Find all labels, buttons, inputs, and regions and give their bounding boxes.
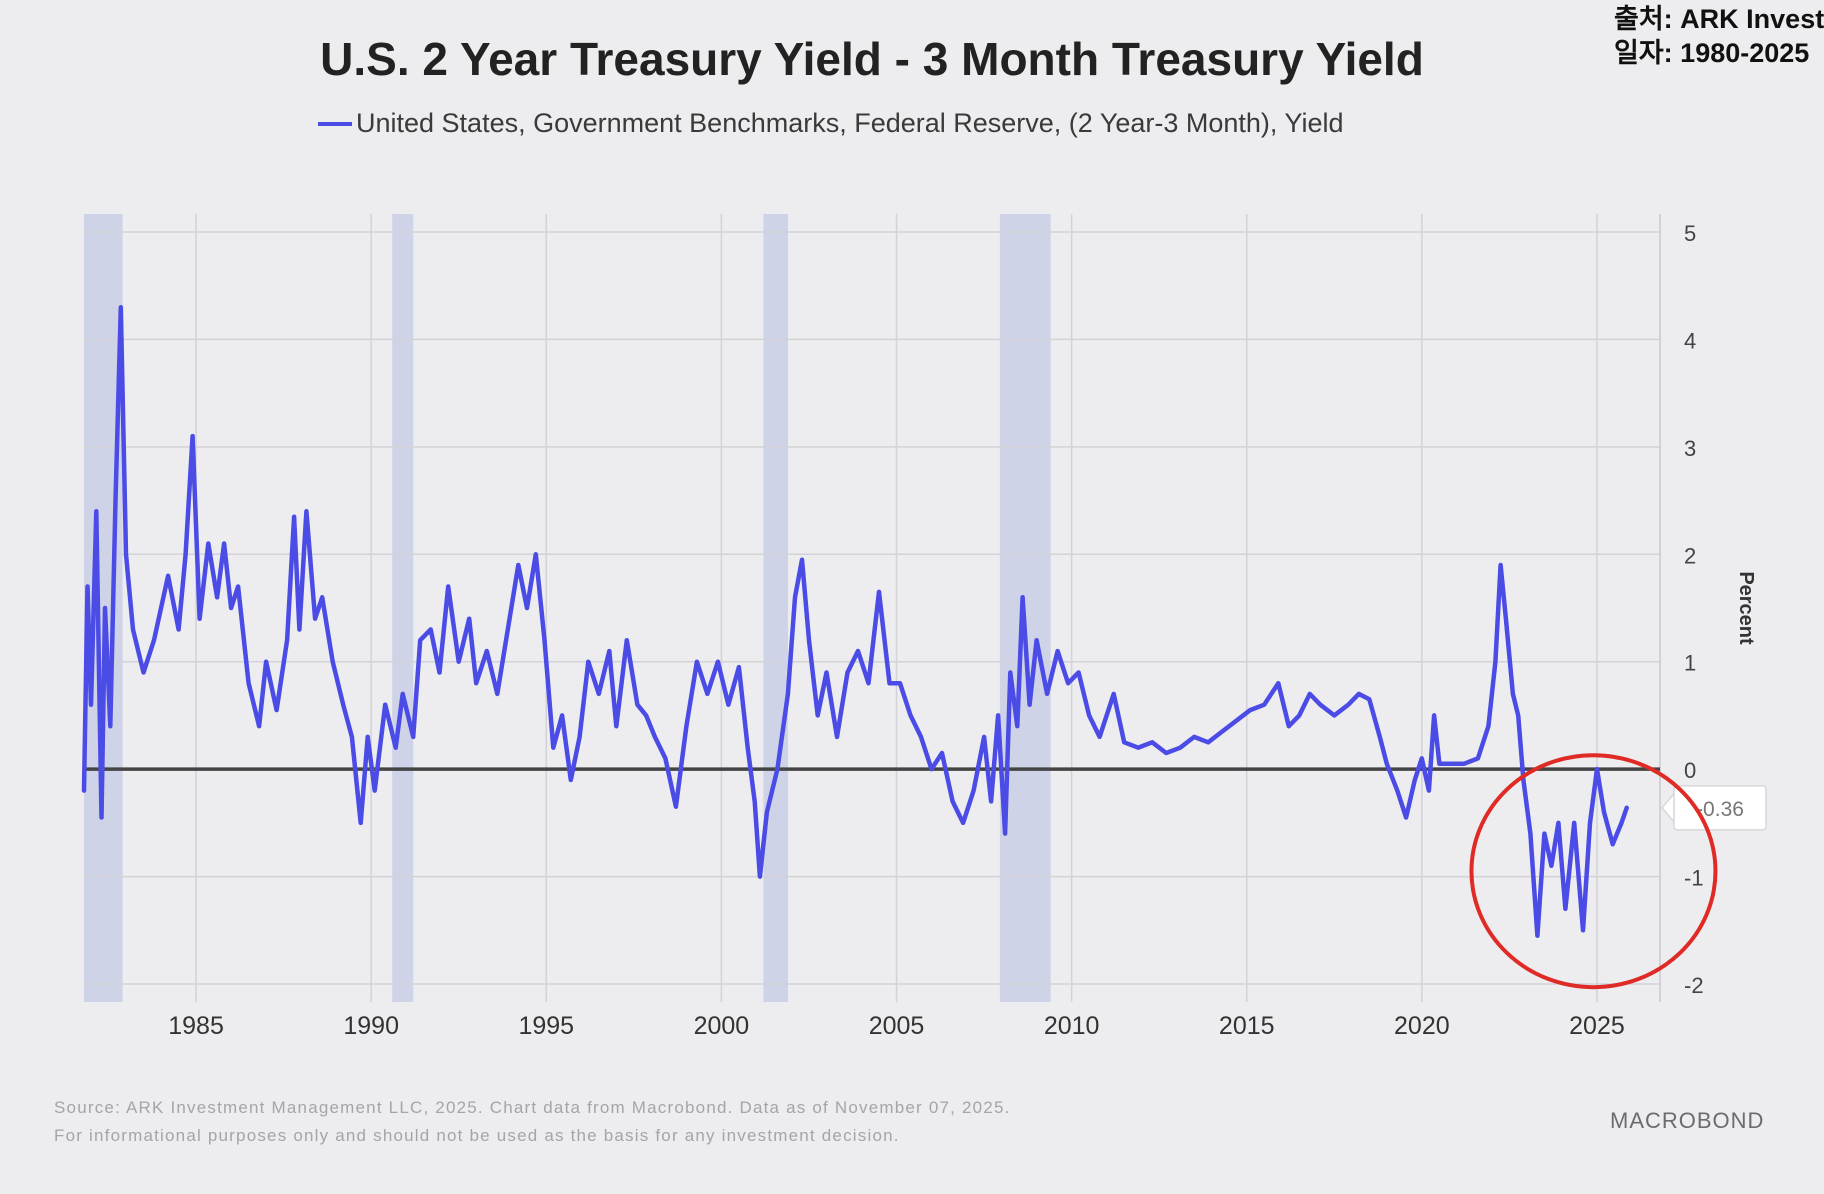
last-value-box (1673, 785, 1767, 831)
y-tick-label-5: 5 (1684, 221, 1696, 246)
footnote: Source: ARK Investment Management LLC, 2… (54, 1094, 1011, 1150)
footnote-source: Source: ARK Investment Management LLC, 2… (54, 1098, 1011, 1117)
x-tick-label-1995: 1995 (518, 1012, 574, 1040)
x-tick-label-2000: 2000 (694, 1012, 750, 1040)
x-tick-label-2020: 2020 (1394, 1012, 1450, 1040)
y-tick-label-4: 4 (1684, 328, 1696, 353)
overlay-source-line: 출처: ARK Invest (1614, 4, 1824, 34)
y-tick-label-1: 1 (1684, 651, 1696, 676)
y-tick-label--2: -2 (1684, 973, 1704, 998)
recession-band-2 (763, 214, 788, 1002)
y-axis-label: Percent (1735, 571, 1757, 645)
legend-line-swatch (318, 121, 352, 126)
last-value-pointer (1661, 793, 1675, 823)
macrobond-logo: MACROBOND (1610, 1108, 1765, 1133)
chart-legend: United States, Government Benchmarks, Fe… (318, 108, 1343, 139)
source-overlay: 출처: ARK Invest 일자: 1980-2025 (1614, 2, 1824, 70)
x-tick-label-1990: 1990 (343, 1012, 399, 1040)
footnote-disclaimer: For informational purposes only and shou… (54, 1126, 900, 1145)
x-tick-label-1985: 1985 (168, 1012, 224, 1040)
recession-band-1 (392, 214, 414, 1002)
x-tick-label-2010: 2010 (1044, 1012, 1100, 1040)
chart-title: U.S. 2 Year Treasury Yield - 3 Month Tre… (320, 33, 1424, 85)
legend-label: United States, Government Benchmarks, Fe… (356, 108, 1344, 138)
y-tick-label--1: -1 (1684, 866, 1704, 891)
x-tick-label-2005: 2005 (869, 1012, 925, 1040)
series-line-0 (81, 304, 1629, 938)
annotation-circle (1469, 753, 1718, 990)
x-tick-label-2025: 2025 (1569, 1012, 1625, 1040)
y-tick-label-2: 2 (1684, 543, 1696, 568)
x-tick-label-2015: 2015 (1219, 1012, 1275, 1040)
y-tick-label-3: 3 (1684, 436, 1696, 461)
y-tick-label-0: 0 (1684, 758, 1696, 783)
last-value-label: -0.36 (1696, 798, 1744, 821)
overlay-date-line: 일자: 1980-2025 (1614, 38, 1810, 68)
